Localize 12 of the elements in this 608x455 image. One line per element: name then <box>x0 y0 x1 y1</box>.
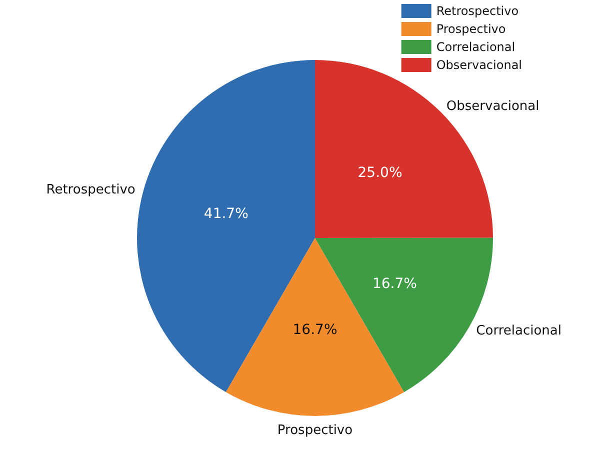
slice-label: Correlacional <box>476 323 562 338</box>
legend-label: Correlacional <box>436 40 516 54</box>
slice-label: Retrospectivo <box>46 182 136 198</box>
data-label: 25.0% <box>358 164 402 181</box>
data-label: 16.7% <box>372 276 417 292</box>
slice-label: Prospectivo <box>277 423 353 438</box>
slice-label: Observacional <box>446 98 540 114</box>
data-label: 16.7% <box>292 322 338 338</box>
data-label: 41.7% <box>204 206 248 222</box>
legend-label: Prospectivo <box>436 22 506 36</box>
legend-label: Observacional <box>436 58 522 72</box>
legend-label: Retrospectivo <box>436 4 519 18</box>
